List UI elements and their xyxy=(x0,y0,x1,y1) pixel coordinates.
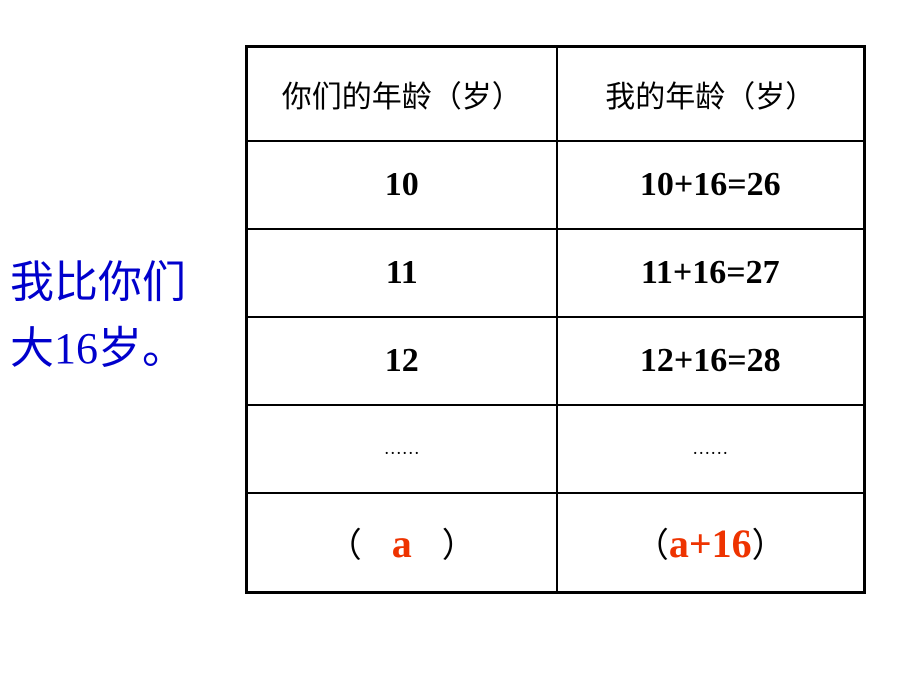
side-caption: 我比你们 大16岁。 xyxy=(10,250,235,382)
cell-my-age-2: 12+16=28 xyxy=(557,317,865,405)
cell-my-age-0: 10+16=26 xyxy=(557,141,865,229)
header-your-age: 你们的年龄（岁） xyxy=(247,47,557,141)
age-table: 你们的年龄（岁） 我的年龄（岁） 10 10+16=26 11 11+16=27… xyxy=(245,45,866,594)
side-caption-line1: 我比你们 xyxy=(10,258,186,307)
ellipsis-right: …… xyxy=(557,405,865,493)
formula-variable-cell: （ a ） xyxy=(247,493,557,593)
table-row: 12 12+16=28 xyxy=(247,317,865,405)
table-row: 10 10+16=26 xyxy=(247,141,865,229)
left-paren-2: （ xyxy=(635,528,669,565)
cell-your-age-0: 10 xyxy=(247,141,557,229)
side-caption-line2: 大16岁。 xyxy=(10,324,186,373)
cell-your-age-1: 11 xyxy=(247,229,557,317)
expression-a16: a+16 xyxy=(669,521,752,566)
table-wrapper: 你们的年龄（岁） 我的年龄（岁） 10 10+16=26 11 11+16=27… xyxy=(245,45,866,594)
cell-my-age-1: 11+16=27 xyxy=(557,229,865,317)
formula-expression-cell: （a+16） xyxy=(557,493,865,593)
variable-a: a xyxy=(392,521,412,566)
main-container: 我比你们 大16岁。 你们的年龄（岁） 我的年龄（岁） 10 10+16=26 … xyxy=(0,0,920,594)
table-row: 11 11+16=27 xyxy=(247,229,865,317)
right-paren-2: ） xyxy=(752,528,786,565)
right-paren: ） xyxy=(442,528,476,565)
header-my-age: 我的年龄（岁） xyxy=(557,47,865,141)
left-paren: （ xyxy=(328,528,362,565)
cell-your-age-2: 12 xyxy=(247,317,557,405)
table-ellipsis-row: …… …… xyxy=(247,405,865,493)
ellipsis-left: …… xyxy=(247,405,557,493)
table-header-row: 你们的年龄（岁） 我的年龄（岁） xyxy=(247,47,865,141)
table-formula-row: （a） （a+16） xyxy=(247,493,865,593)
